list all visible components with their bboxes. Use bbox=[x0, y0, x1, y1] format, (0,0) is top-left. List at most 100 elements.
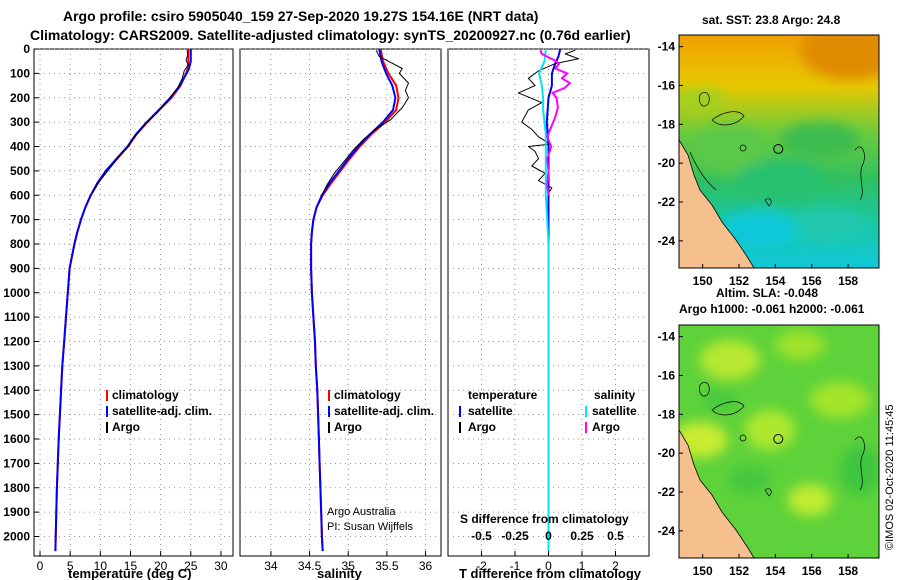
temperature-legend: climatology satellite-adj. clim. Argo bbox=[106, 388, 212, 434]
lon-tick-label: 156 bbox=[802, 274, 822, 288]
lat-tick-label: -22 bbox=[658, 485, 676, 499]
credit-line-2: PI: Susan Wijffels bbox=[327, 521, 413, 533]
legend-satellite-adj: satellite-adj. clim. bbox=[112, 404, 212, 418]
sst-patch bbox=[679, 88, 725, 112]
sla-high-patch bbox=[788, 484, 832, 516]
sla-low-patch bbox=[728, 466, 772, 494]
lon-tick-label: 154 bbox=[765, 274, 785, 288]
lon-tick-label: 158 bbox=[838, 564, 858, 578]
legend-swatch-t-satellite bbox=[459, 406, 461, 417]
lat-tick-label: -16 bbox=[658, 368, 676, 382]
sst-patch bbox=[690, 125, 770, 175]
legend-swatch-climatology bbox=[328, 390, 330, 401]
difference-panel: -2 -1 0 1 2 -0.5 -0.25 0 0.25 0.5 S difference f… bbox=[447, 48, 650, 580]
legend-t-satellite: satellite bbox=[468, 404, 513, 418]
depth-tick-label: 500 bbox=[10, 164, 30, 178]
t-diff-x-ticks: -2 -1 0 1 2 bbox=[476, 551, 619, 573]
temperature-series bbox=[54, 49, 192, 552]
legend-swatch-t-argo bbox=[459, 422, 461, 433]
lat-tick-label: -20 bbox=[658, 446, 676, 460]
reef-outline bbox=[739, 144, 747, 152]
legend-t-argo: Argo bbox=[468, 420, 496, 434]
s-tick-label: 0.5 bbox=[607, 529, 624, 543]
sst-lat-ticks: -14 -16 -18 -20 -22 -24 bbox=[658, 40, 683, 248]
reef-outline bbox=[711, 111, 745, 126]
x-tick-label: 30 bbox=[214, 559, 228, 573]
legend-s-satellite: satellite bbox=[592, 404, 637, 418]
lat-tick-label: -14 bbox=[658, 330, 676, 344]
salinity-legend: climatology satellite-adj. clim. Argo bbox=[328, 388, 434, 434]
sst-map-title: sat. SST: 23.8 Argo: 24.8 bbox=[702, 13, 841, 27]
series-line-salinity-argo bbox=[539, 49, 571, 196]
legend-argo: Argo bbox=[334, 420, 362, 434]
s-tick-label: 0 bbox=[545, 529, 552, 543]
lat-tick-label: -18 bbox=[658, 407, 676, 421]
x-tick-label: 10 bbox=[94, 559, 108, 573]
reef-outline bbox=[854, 146, 865, 201]
legend-satellite-adj: satellite-adj. clim. bbox=[334, 404, 434, 418]
sla-lon-ticks: 150 152 154 156 158 bbox=[693, 554, 858, 578]
sst-map-frame bbox=[678, 34, 880, 269]
argo-position-marker bbox=[773, 433, 784, 444]
lat-tick-label: -22 bbox=[658, 195, 676, 209]
difference-legend: temperature salinity satellite Argo sate… bbox=[459, 388, 637, 434]
sla-high-patch bbox=[679, 422, 728, 458]
legend-salinity: salinity bbox=[594, 388, 636, 402]
x-tick-label: 20 bbox=[154, 559, 168, 573]
sla-lat-ticks: -14 -16 -18 -20 -22 -24 bbox=[658, 330, 683, 538]
salinity-grid bbox=[240, 48, 441, 556]
reef-outline bbox=[739, 434, 747, 442]
series-line-argo bbox=[92, 50, 189, 194]
depth-tick-label: 2000 bbox=[3, 530, 30, 544]
sst-cool-patch bbox=[720, 210, 800, 250]
sst-warm-patch bbox=[800, 35, 879, 80]
legend-climatology: climatology bbox=[334, 388, 401, 402]
salinity-x-label: salinity bbox=[317, 566, 363, 580]
legend-swatch-satellite bbox=[106, 406, 108, 417]
sla-field-texture bbox=[679, 330, 879, 516]
temperature-panel: 0 5 10 15 20 25 30 0 100 200 300 400 500 600 700 800 90… bbox=[3, 42, 234, 580]
x-tick-label: 35 bbox=[342, 559, 356, 573]
reef-outline bbox=[764, 198, 772, 207]
x-tick-label: 15 bbox=[124, 559, 138, 573]
land-mass bbox=[679, 139, 755, 268]
legend-s-argo: Argo bbox=[592, 420, 620, 434]
depth-tick-label: 1400 bbox=[3, 383, 30, 397]
sla-high-patch bbox=[745, 410, 795, 450]
x-tick-label: 35.5 bbox=[375, 559, 399, 573]
temperature-axes-frame bbox=[33, 48, 234, 557]
x-tick-label: 34 bbox=[264, 559, 278, 573]
lat-tick-label: -24 bbox=[658, 524, 676, 538]
x-tick-label: -1 bbox=[510, 559, 521, 573]
s-diff-label: S difference from climatology bbox=[460, 512, 629, 526]
depth-tick-label: 1900 bbox=[3, 505, 30, 519]
depth-tick-label: 1600 bbox=[3, 432, 30, 446]
sla-map-panel: Altim. SLA: -0.048 Argo h1000: -0.061 h2… bbox=[658, 286, 880, 578]
header-line-2: Climatology: CARS2009. Satellite-adjuste… bbox=[30, 27, 631, 43]
sla-map-frame bbox=[678, 324, 880, 559]
legend-swatch-climatology bbox=[106, 390, 108, 401]
depth-tick-label: 100 bbox=[10, 66, 30, 80]
legend-swatch-s-satellite bbox=[585, 406, 587, 417]
lon-tick-label: 158 bbox=[838, 274, 858, 288]
lon-tick-label: 154 bbox=[765, 564, 785, 578]
salinity-series bbox=[310, 48, 409, 552]
depth-tick-label: 800 bbox=[10, 237, 30, 251]
land-mass bbox=[679, 429, 755, 558]
salinity-panel: 34 34.5 35 35.5 36 salinity climatology sate… bbox=[239, 48, 442, 580]
x-tick-label: -2 bbox=[476, 559, 487, 573]
sst-map-panel: sat. SST: 23.8 Argo: 24.8 bbox=[658, 13, 880, 288]
sla-high-patch bbox=[810, 382, 870, 418]
series-line-satellite-adj-clim- bbox=[310, 48, 397, 552]
difference-series bbox=[517, 48, 580, 552]
temperature-x-label: temperature (deg C) bbox=[68, 566, 192, 580]
depth-ticks: 0 100 200 300 400 500 600 700 800 900 1000 1100 1200… bbox=[3, 42, 39, 544]
x-tick-label: 25 bbox=[184, 559, 198, 573]
depth-tick-label: 1200 bbox=[3, 335, 30, 349]
header-line-1: Argo profile: csiro 5905040_159 27-Sep-2… bbox=[63, 8, 538, 24]
argo-position-marker bbox=[773, 143, 784, 154]
lat-tick-label: -14 bbox=[658, 40, 676, 54]
sla-high-patch bbox=[700, 340, 760, 380]
depth-tick-label: 400 bbox=[10, 140, 30, 154]
sst-patch bbox=[780, 122, 860, 158]
